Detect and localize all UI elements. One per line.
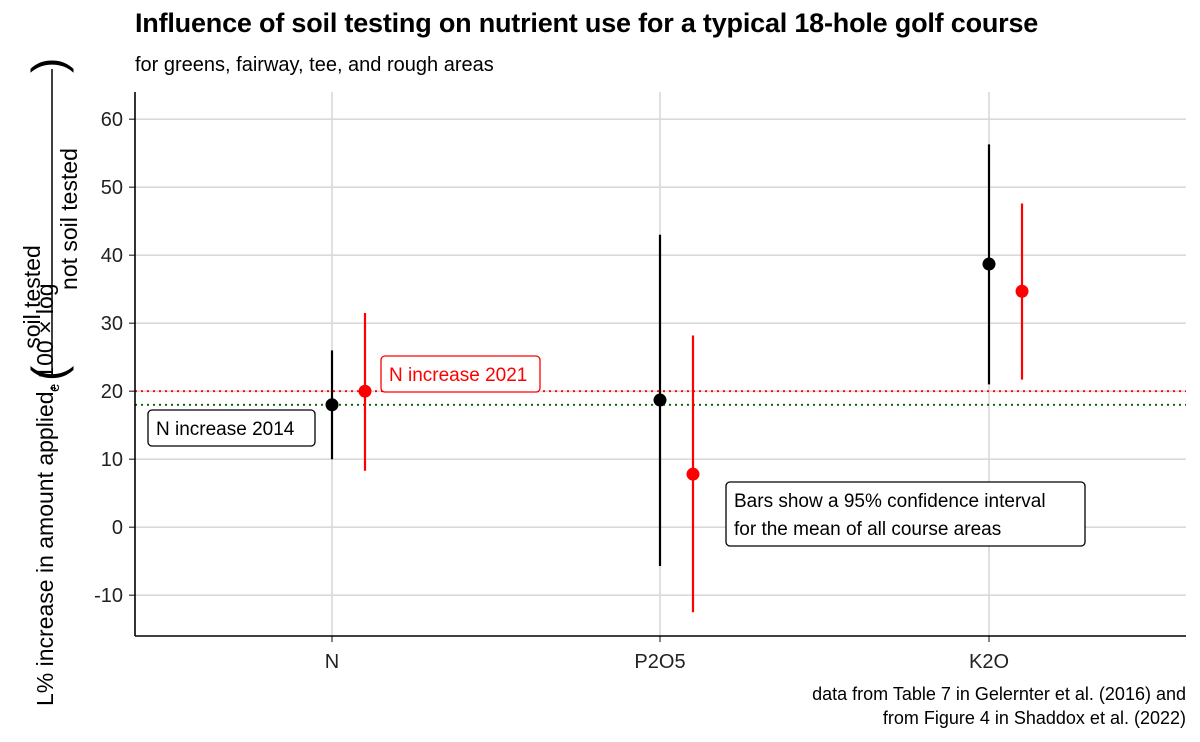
caption-line-2: from Figure 4 in Shaddox et al. (2022): [882, 708, 1186, 728]
y-tick-label: 0: [112, 517, 123, 539]
data-point: [358, 384, 372, 398]
annotation-n-2021-text: N increase 2021: [389, 365, 527, 386]
data-point: [982, 257, 996, 271]
chart-title: Influence of soil testing on nutrient us…: [135, 8, 1039, 38]
annotation-ci-note-text: for the mean of all course areas: [734, 519, 1001, 540]
y-tick-label: 30: [101, 313, 123, 335]
data-point: [653, 393, 667, 407]
y-axis-label-main: L% increase in amount applied, 100 × log: [32, 283, 58, 706]
x-tick-label: N: [325, 651, 339, 673]
y-tick-label: 40: [101, 245, 123, 267]
y-tick-label: 10: [101, 449, 123, 471]
chart-subtitle: for greens, fairway, tee, and rough area…: [135, 54, 494, 76]
y-tick-label: 60: [101, 109, 123, 131]
y-axis-fraction-denominator: not soil tested: [56, 148, 82, 290]
chart-caption: data from Table 7 in Gelernter et al. (2…: [812, 682, 1186, 730]
y-axis-label-paren-open: (: [22, 365, 74, 381]
annotation-ci-note-text: Bars show a 95% confidence interval: [734, 491, 1046, 512]
x-tick-label: P2O5: [634, 651, 685, 673]
y-tick-label: 20: [101, 381, 123, 403]
caption-line-1: data from Table 7 in Gelernter et al. (2…: [812, 684, 1186, 704]
data-point: [1015, 284, 1029, 298]
y-axis-label-subscript: e: [46, 384, 63, 392]
annotation-n-2014-text: N increase 2014: [156, 419, 295, 440]
y-tick-label: -10: [94, 585, 123, 607]
y-tick-label: 50: [101, 177, 123, 199]
y-axis-fraction-numerator: soil tested: [19, 245, 45, 349]
data-point: [686, 467, 700, 481]
x-tick-label: K2O: [969, 651, 1009, 673]
y-axis-label-paren-close: ): [22, 58, 74, 73]
data-point: [325, 398, 339, 412]
annotation-n-2021-box: [380, 355, 541, 393]
annotation-n-2014-box: [147, 409, 316, 447]
annotation-ci-note-box: [725, 481, 1086, 547]
